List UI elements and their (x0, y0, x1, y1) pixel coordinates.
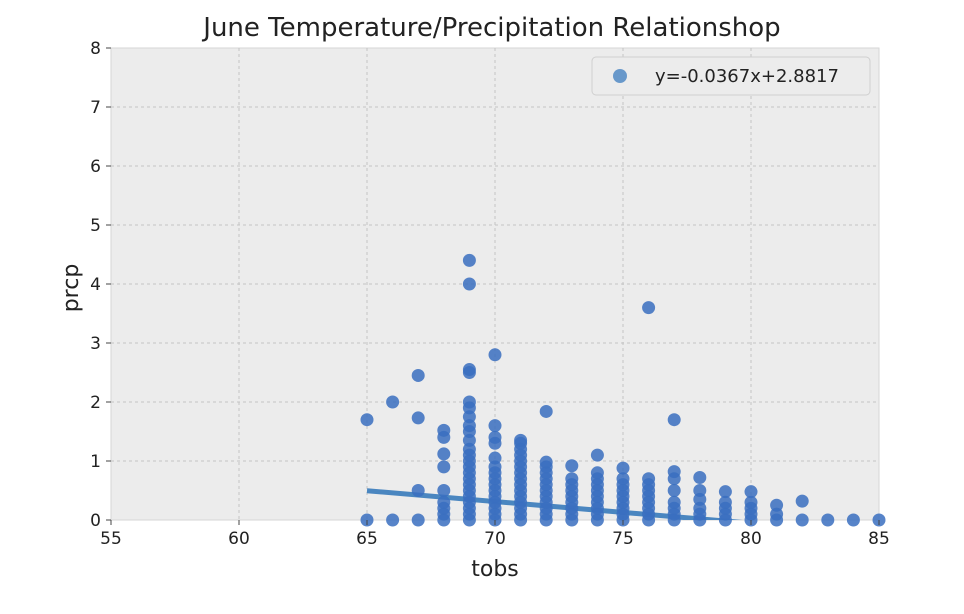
y-tick-label: 5 (90, 216, 101, 236)
y-tick-label: 6 (90, 157, 101, 177)
data-point (437, 423, 451, 437)
data-point (795, 513, 809, 527)
data-point (462, 277, 476, 291)
x-tick-label: 85 (868, 529, 890, 549)
legend: y=-0.0367x+2.8817 (591, 56, 871, 96)
data-point (411, 513, 425, 527)
data-point (386, 395, 400, 409)
data-point (539, 404, 553, 418)
data-point (488, 451, 502, 465)
data-point (488, 419, 502, 433)
data-point (718, 485, 732, 499)
data-point (437, 484, 451, 497)
y-tick-labels: 0 1 2 3 4 5 6 7 8 (90, 39, 111, 531)
data-point (386, 513, 400, 527)
grid-layer (111, 48, 879, 520)
data-point (437, 447, 451, 461)
y-tick-label: 7 (90, 98, 101, 118)
legend-marker (613, 69, 627, 83)
chart-title: June Temperature/Precipitation Relations… (201, 13, 780, 43)
data-point (744, 495, 758, 509)
data-point (770, 498, 784, 512)
data-point (360, 413, 374, 427)
x-tick-label: 55 (100, 529, 122, 549)
y-tick-label: 3 (90, 334, 101, 354)
x-tick-label: 75 (612, 529, 634, 549)
data-point (667, 495, 681, 509)
data-point (693, 471, 707, 485)
data-point (565, 472, 579, 486)
data-point (795, 494, 809, 508)
x-tick-labels: 55 60 65 70 75 80 85 (100, 520, 890, 549)
x-tick-label: 60 (228, 529, 250, 549)
data-point (437, 460, 451, 474)
legend-label: y=-0.0367x+2.8817 (655, 66, 839, 87)
data-point (411, 484, 425, 497)
y-tick-label: 0 (90, 511, 101, 531)
legend-box (591, 56, 871, 96)
data-point (667, 484, 681, 497)
x-tick-label: 70 (484, 529, 506, 549)
y-tick-label: 8 (90, 39, 101, 59)
data-point (488, 430, 502, 444)
y-tick-label: 1 (90, 452, 101, 472)
data-point (667, 413, 681, 427)
data-point (514, 433, 528, 447)
data-point (616, 472, 630, 486)
data-point (437, 495, 451, 509)
y-axis-label: prcp (59, 264, 84, 313)
data-point (590, 466, 604, 480)
data-point (821, 513, 835, 527)
data-point (488, 348, 502, 362)
data-point (718, 495, 732, 509)
data-point (744, 485, 758, 499)
data-point (539, 455, 553, 469)
data-point (590, 448, 604, 462)
y-tick-label: 2 (90, 393, 101, 413)
data-point (462, 253, 476, 267)
data-point (642, 301, 656, 315)
data-point (411, 411, 425, 425)
data-point (462, 395, 476, 409)
x-tick-label: 80 (740, 529, 762, 549)
data-point (642, 472, 656, 486)
data-point (462, 363, 476, 377)
data-point (616, 461, 630, 475)
x-tick-label: 65 (356, 529, 378, 549)
y-tick-label: 4 (90, 275, 101, 295)
data-point (667, 465, 681, 479)
data-point (693, 484, 707, 497)
points-layer (360, 253, 886, 527)
data-point (846, 513, 860, 527)
data-point (411, 368, 425, 382)
x-axis-label: tobs (471, 557, 519, 582)
data-point (565, 459, 579, 473)
